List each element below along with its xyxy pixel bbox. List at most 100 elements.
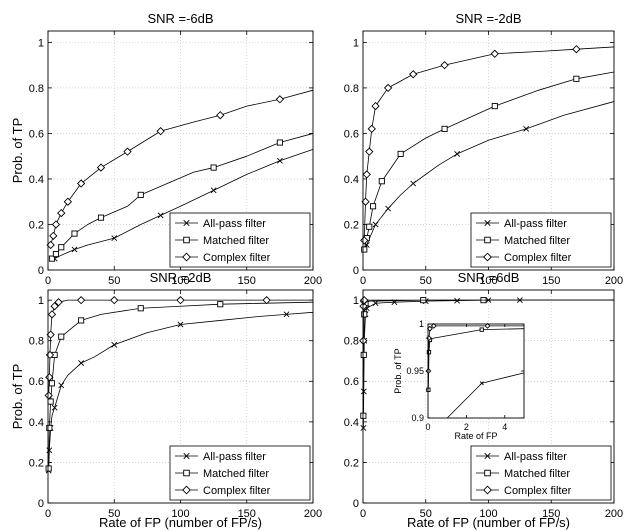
panel-snr-m6: 0 50 100 150 200 0 0.2 0.4 0.6 0.8 1 SNR =-6dB Prob.… <box>10 11 322 287</box>
cross-marker <box>372 221 379 228</box>
x-tick-label: 50 <box>108 275 120 287</box>
diamond-marker <box>49 231 58 241</box>
y-tick-label: 1 <box>353 295 359 307</box>
series-complex-filter <box>46 89 314 250</box>
series-matched-filter <box>48 133 314 262</box>
legend-entry: All-pass filter <box>175 451 266 463</box>
square-marker <box>491 103 498 110</box>
series-all-pass-filter <box>446 372 525 419</box>
diamond-marker <box>123 147 132 156</box>
chart-title: SNR =-2dB <box>455 11 521 26</box>
square-marker <box>276 139 283 146</box>
y-tick-label: 0.4 <box>29 174 44 186</box>
cross-marker <box>454 150 461 157</box>
x-tick-label: 0 <box>45 508 51 520</box>
chart-title: SNR =6dB <box>458 270 520 285</box>
x-tick-label: 50 <box>420 508 432 520</box>
legend-entry: Complex filter <box>175 252 271 264</box>
square-marker <box>210 164 217 171</box>
legend-label: All-pass filter <box>203 218 266 230</box>
square-marker <box>183 236 190 244</box>
legend: All-pass filter Matched filter Complex fil… <box>470 212 612 268</box>
legend-entry: Matched filter <box>476 235 570 247</box>
legend-label: All-pass filter <box>203 451 266 463</box>
diamond-marker <box>484 322 491 329</box>
diamond-marker <box>44 391 53 400</box>
x-axis-label: Rate of FP (number of FP/s) <box>99 515 262 530</box>
diamond-marker <box>110 295 119 305</box>
y-axis-label: Prob. of TP <box>10 364 25 430</box>
square-marker <box>479 327 484 332</box>
x-tick-label: 4 <box>502 422 507 432</box>
diamond-marker <box>262 295 271 305</box>
x-tick-label: 0 <box>45 275 51 287</box>
legend-entry: All-pass filter <box>175 218 266 230</box>
y-tick-label: 1 <box>353 37 359 49</box>
y-tick-label: 0.6 <box>344 128 359 140</box>
cross-marker <box>523 125 530 132</box>
legend-entry: Complex filter <box>476 252 572 264</box>
cross-marker <box>71 246 78 253</box>
series-line <box>48 301 314 469</box>
legend: All-pass filter Matched filter Complex fil… <box>470 445 612 501</box>
y-tick-label: 0 <box>38 498 44 510</box>
y-tick-label: 0.6 <box>29 376 44 388</box>
diamond-marker <box>51 220 61 229</box>
diamond-marker <box>63 197 73 206</box>
x-tick-label: 100 <box>479 275 497 287</box>
diamond-marker <box>365 147 374 156</box>
cross-marker <box>484 452 491 460</box>
legend-label: Complex filter <box>203 485 271 497</box>
square-marker <box>217 301 224 308</box>
cross-marker <box>183 452 190 460</box>
y-tick-label: 0.2 <box>344 219 359 231</box>
cross-marker <box>283 311 290 318</box>
panel-snr-m2: 0 50 100 150 200 0 0.2 0.4 0.6 0.8 1 SNR =-2dB All-p… <box>344 11 623 287</box>
square-marker <box>369 203 377 210</box>
square-marker <box>366 223 373 230</box>
legend-label: Matched filter <box>203 468 269 480</box>
square-marker <box>137 305 144 312</box>
diamond-marker <box>371 101 380 111</box>
y-tick-label: 0.95 <box>406 366 424 376</box>
square-marker <box>183 469 190 477</box>
y-tick-label: 0 <box>353 498 359 510</box>
diamond-marker <box>275 95 285 104</box>
cross-marker <box>276 157 283 164</box>
y-tick-label: 0.4 <box>344 174 359 186</box>
series-line <box>50 148 314 262</box>
y-tick-label: 0.8 <box>29 336 44 348</box>
x-tick-label: 100 <box>171 275 189 287</box>
inset-chart: 0 2 4 0.9 0.95 1 Rate of FP Prob. of TP <box>393 319 525 441</box>
square-marker <box>441 125 448 132</box>
cross-marker <box>58 382 65 389</box>
y-tick-label: 0.6 <box>29 128 44 140</box>
cross-marker <box>385 205 392 212</box>
y-tick-label: 0 <box>38 265 44 277</box>
cross-marker <box>51 404 58 411</box>
legend-entry: Matched filter <box>476 468 570 480</box>
square-marker <box>46 424 53 431</box>
cross-marker <box>479 381 484 386</box>
legend-label: Complex filter <box>504 485 572 497</box>
series-all-pass-filter <box>363 101 615 252</box>
axes-frame <box>427 323 525 419</box>
diamond-marker <box>483 252 492 262</box>
legend-label: Complex filter <box>203 252 271 264</box>
x-tick-label: 100 <box>479 508 497 520</box>
diamond-marker <box>76 179 86 188</box>
series-matched-filter <box>361 71 615 253</box>
legend-label: Complex filter <box>504 252 572 264</box>
diamond-marker <box>362 170 371 179</box>
square-marker <box>361 311 368 318</box>
y-tick-label: 0 <box>353 265 359 277</box>
series-line <box>427 325 524 372</box>
y-tick-label: 0.8 <box>344 336 359 348</box>
legend: All-pass filter Matched filter Complex fil… <box>169 445 311 501</box>
x-tick-label: 150 <box>542 275 560 287</box>
x-tick-label: 200 <box>605 508 623 520</box>
x-tick-label: 200 <box>605 275 623 287</box>
y-tick-label: 0.6 <box>344 376 359 388</box>
plot-area <box>428 324 524 418</box>
